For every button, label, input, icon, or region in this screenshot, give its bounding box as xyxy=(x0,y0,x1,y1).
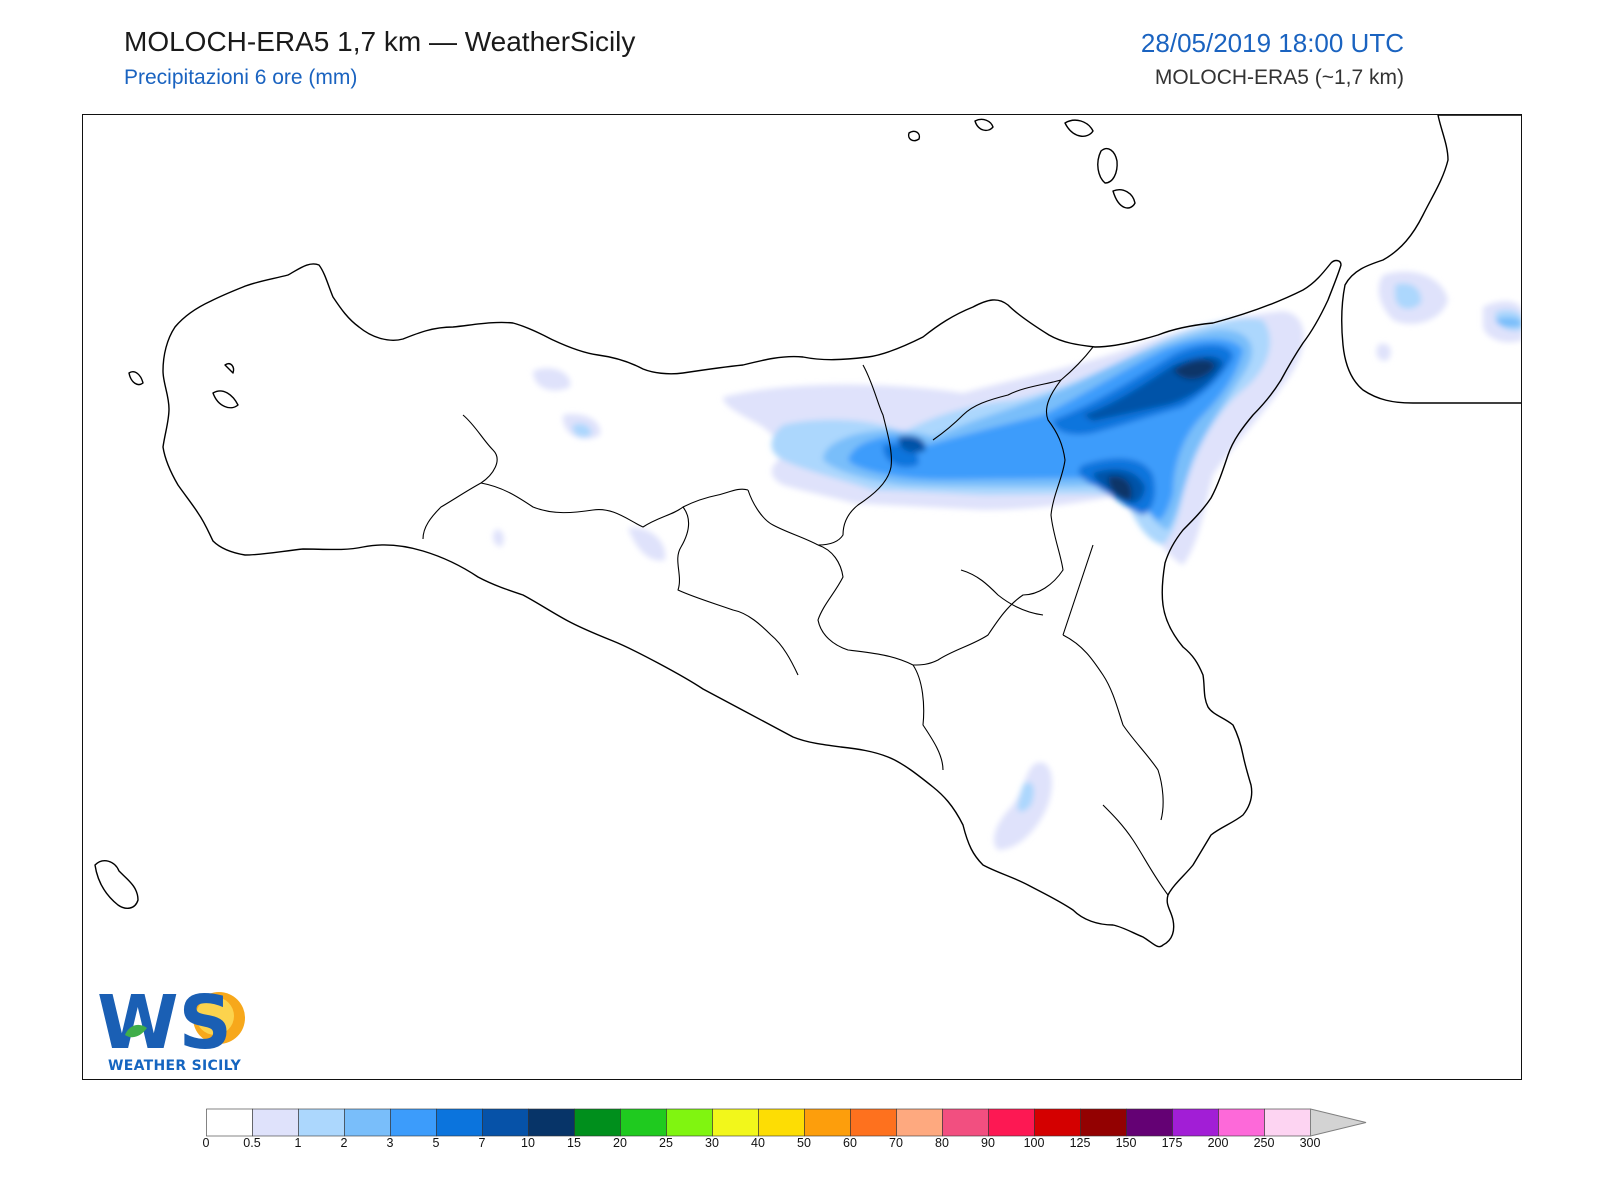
colorbar-swatch xyxy=(390,1108,437,1137)
colorbar-swatch xyxy=(436,1108,483,1137)
logo-mark: WS xyxy=(97,980,245,1066)
colorbar-swatch xyxy=(1264,1108,1311,1137)
colorbar-labels: 0 0.5 1 2 3 5 7 10 15 20 25 30 40 50 60 70 80 90 100 125 150… xyxy=(0,1136,1600,1156)
province-boundaries xyxy=(422,346,1169,896)
colorbar-tick-label: 80 xyxy=(935,1136,949,1150)
colorbar-tick-label: 250 xyxy=(1253,1136,1275,1150)
colorbar-swatch xyxy=(1218,1108,1265,1137)
colorbar-tick-label: 7 xyxy=(478,1136,486,1150)
colorbar-swatch xyxy=(482,1108,529,1137)
colorbar-tick-label: 100 xyxy=(1023,1136,1045,1150)
colorbar-swatch xyxy=(1034,1108,1081,1137)
colorbar-swatch xyxy=(298,1108,345,1137)
colorbar-tick-label: 150 xyxy=(1115,1136,1137,1150)
colorbar-swatch xyxy=(758,1108,805,1137)
map-panel xyxy=(82,114,1522,1080)
colorbar-tick-label: 175 xyxy=(1161,1136,1183,1150)
colorbar-swatch xyxy=(252,1108,299,1137)
colorbar-swatch xyxy=(1172,1108,1219,1137)
logo-letters: WS xyxy=(97,980,232,1066)
colorbar-tick-label: 0.5 xyxy=(243,1136,261,1150)
colorbar-tick-label: 5 xyxy=(432,1136,440,1150)
colorbar-tick-label: 30 xyxy=(705,1136,719,1150)
colorbar-tick-label: 125 xyxy=(1069,1136,1091,1150)
colorbar-swatch xyxy=(942,1108,989,1137)
colorbar-swatch xyxy=(1080,1108,1127,1137)
coastline xyxy=(94,115,1521,948)
colorbar-tick-label: 3 xyxy=(386,1136,394,1150)
colorbar-tick-label: 90 xyxy=(981,1136,995,1150)
colorbar-swatch xyxy=(896,1108,943,1137)
colorbar-swatch xyxy=(206,1108,253,1137)
colorbar-tick-label: 200 xyxy=(1207,1136,1229,1150)
colorbar-tick-label: 1 xyxy=(294,1136,302,1150)
colorbar-tick-label: 40 xyxy=(751,1136,765,1150)
colorbar-tick-label: 2 xyxy=(340,1136,348,1150)
colorbar-swatch xyxy=(666,1108,713,1137)
colorbar-tick-label: 300 xyxy=(1299,1136,1321,1150)
map-svg xyxy=(94,115,1521,948)
model-label: MOLOCH-ERA5 (~1,7 km) xyxy=(1154,66,1404,89)
logo-text: WEATHER SICILY xyxy=(108,1058,242,1074)
colorbar-swatch xyxy=(620,1108,667,1137)
colorbar-swatch xyxy=(574,1108,621,1137)
colorbar-tick-label: 10 xyxy=(521,1136,535,1150)
colorbar-tick-label: 70 xyxy=(889,1136,903,1150)
colorbar-swatch xyxy=(712,1108,759,1137)
colorbar-swatch xyxy=(804,1108,851,1137)
colorbar-swatch xyxy=(344,1108,391,1137)
precipitation-field xyxy=(493,271,1521,850)
colorbar-swatch xyxy=(988,1108,1035,1137)
valid-datetime: 28/05/2019 18:00 UTC xyxy=(1140,28,1404,58)
colorbar-swatches xyxy=(206,1108,1311,1137)
map-title: MOLOCH-ERA5 1,7 km — WeatherSicily xyxy=(124,26,636,57)
colorbar-tick-label: 25 xyxy=(659,1136,673,1150)
leaf-icon xyxy=(125,1024,147,1038)
colorbar-swatch xyxy=(528,1108,575,1137)
colorbar-swatch xyxy=(850,1108,897,1137)
colorbar-swatch xyxy=(1126,1108,1173,1137)
colorbar-tick-label: 60 xyxy=(843,1136,857,1150)
colorbar-tick-label: 0 xyxy=(202,1136,210,1150)
colorbar-tick-label: 20 xyxy=(613,1136,627,1150)
colorbar-extend-arrow xyxy=(1310,1108,1367,1137)
precipitation-colorbar xyxy=(206,1108,1367,1137)
weathersicily-logo: WS xyxy=(97,980,257,1080)
colorbar-tick-label: 15 xyxy=(567,1136,581,1150)
colorbar-tick-label: 50 xyxy=(797,1136,811,1150)
map-subtitle: Precipitazioni 6 ore (mm) xyxy=(124,66,358,89)
